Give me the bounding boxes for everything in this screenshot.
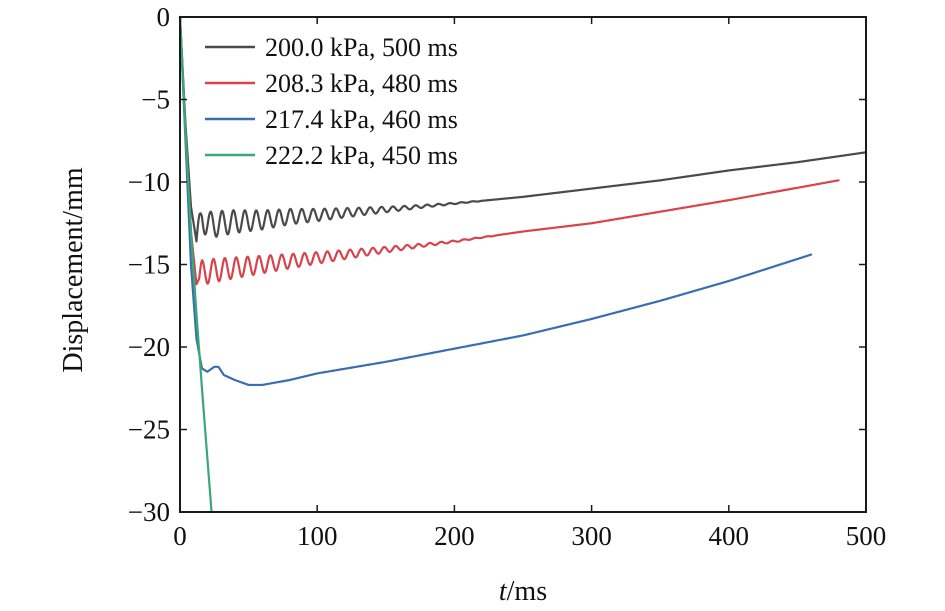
- x-tick-label: 300: [571, 521, 612, 551]
- series-layer: [178, 15, 868, 514]
- legend-label: 217.4 kPa, 460 ms: [265, 105, 458, 134]
- series-line-3: [178, 15, 813, 387]
- legend: 200.0 kPa, 500 ms 208.3 kPa, 480 ms 217.4 …: [205, 33, 458, 170]
- series-line-2: [178, 15, 840, 286]
- y-tick-label: −15: [128, 250, 170, 280]
- y-tick-label: −5: [141, 85, 170, 115]
- x-tick-label: 0: [173, 521, 187, 551]
- x-tick-label: 500: [846, 521, 887, 551]
- x-tick-label: 400: [709, 521, 750, 551]
- y-tick-label: −10: [128, 167, 170, 197]
- y-axis-label: Displacement/mm: [58, 167, 89, 373]
- x-tick-label: 100: [297, 521, 338, 551]
- legend-label: 208.3 kPa, 480 ms: [265, 69, 458, 98]
- y-tick-label: 0: [157, 2, 171, 32]
- legend-label: 222.2 kPa, 450 ms: [265, 141, 458, 170]
- y-tick-label: −30: [128, 497, 170, 527]
- y-tick-label: −20: [128, 332, 170, 362]
- legend-label: 200.0 kPa, 500 ms: [265, 33, 458, 62]
- y-tick-label: −25: [128, 415, 170, 445]
- x-axis-label: t/ms: [499, 576, 547, 607]
- series-line-4: [178, 15, 213, 514]
- x-tick-label: 200: [434, 521, 475, 551]
- series-line-1: [178, 15, 868, 243]
- ticks-layer: 0 100 200 300 400 500 0 −5 −10 −15 −20 −25 −30: [128, 2, 886, 551]
